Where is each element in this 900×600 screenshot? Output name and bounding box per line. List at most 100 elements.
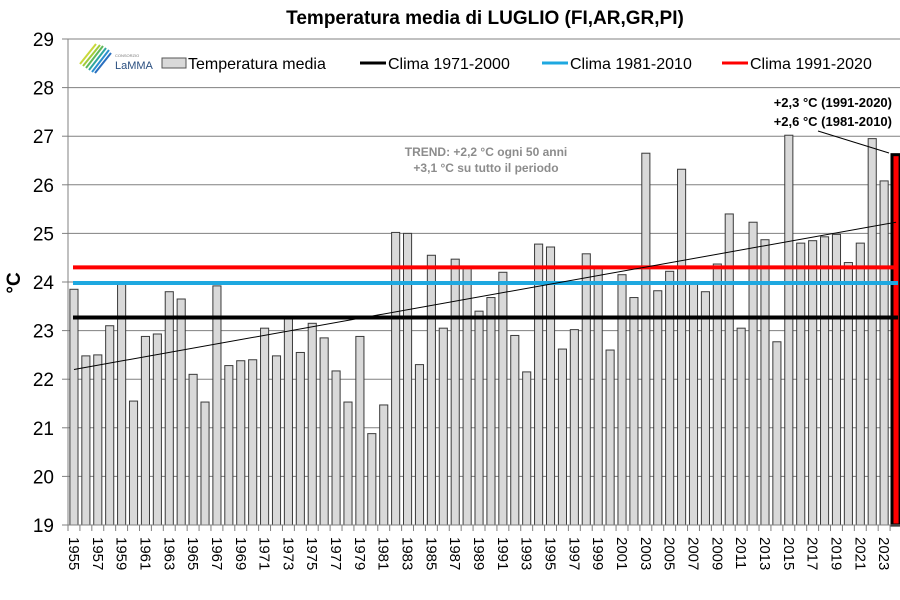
y-tick-label: 22 — [33, 370, 54, 391]
trend-line — [73, 221, 897, 370]
bar-2020 — [843, 262, 853, 526]
logo-main-text: LaMMA — [115, 60, 154, 72]
legend-label-clima-1981: Clima 1981-2010 — [570, 56, 692, 73]
x-tick-label: 1989 — [470, 537, 487, 570]
bar-1965 — [188, 373, 198, 526]
bar-1983 — [403, 232, 413, 526]
bar-1977 — [331, 370, 341, 526]
y-axis-label: °C — [4, 272, 25, 294]
x-axis-ticks: 1955 1957 1959 1961 1963 1965 1967 1969 1971 1973… — [65, 525, 892, 570]
logo-stripes-icon — [79, 43, 112, 74]
x-tick-label: 2005 — [661, 537, 678, 570]
trend-annotation-line1: TREND: +2,2 °C ogni 50 anni — [405, 145, 568, 159]
y-tick-label: 26 — [33, 176, 54, 197]
bar-1987 — [450, 258, 460, 526]
x-tick-label: 1965 — [184, 537, 201, 570]
bar-1955 — [69, 288, 79, 526]
x-tick-label: 2021 — [851, 537, 868, 570]
bar-2000 — [605, 349, 615, 526]
bar-2016 — [796, 242, 806, 526]
x-tick-label: 2023 — [875, 537, 892, 570]
bar-2022 — [867, 138, 877, 526]
y-tick-label: 19 — [33, 516, 54, 537]
y-tick-label: 29 — [33, 30, 54, 51]
x-tick-label: 1985 — [422, 537, 439, 570]
x-tick-label: 2011 — [732, 537, 749, 569]
x-tick-label: 2003 — [637, 537, 654, 570]
bar-1979 — [355, 335, 365, 526]
bar-1990 — [486, 297, 496, 526]
bar-1976 — [319, 337, 329, 526]
x-tick-label: 1961 — [136, 537, 153, 570]
x-tick-label: 1957 — [89, 537, 106, 570]
bar-2019 — [831, 233, 842, 526]
legend-label-clima-1971: Clima 1971-2000 — [388, 56, 510, 73]
x-tick-label: 1967 — [208, 537, 225, 570]
anomaly-annotation-line2: +2,6 °C (1981-2010) — [774, 114, 892, 129]
bar-1982 — [391, 231, 401, 526]
bar-1978 — [343, 401, 353, 526]
legend-label-temperatura: Temperatura media — [188, 56, 326, 73]
bar-1989 — [474, 310, 484, 526]
x-tick-label: 2013 — [756, 537, 773, 570]
bar-1993 — [522, 371, 532, 526]
bar-1960 — [128, 400, 139, 526]
bar-2008 — [700, 291, 710, 526]
x-tick-label: 2001 — [613, 537, 630, 570]
bar-1964 — [176, 298, 186, 526]
chart-title: Temperatura media di LUGLIO (FI,AR,GR,PI… — [286, 8, 684, 29]
x-tick-label: 1997 — [565, 537, 582, 570]
legend: CONSORZIO LaMMA Temperatura media Clima … — [79, 43, 872, 74]
climate-reference-lines — [73, 265, 898, 320]
bar-1963 — [164, 291, 174, 526]
bar-2002 — [629, 297, 639, 526]
bar-1996 — [557, 348, 567, 526]
bar-1969 — [236, 360, 246, 526]
y-tick-label: 20 — [33, 467, 54, 488]
anomaly-leader-line — [817, 130, 890, 154]
bar-1985 — [426, 254, 436, 526]
bar-1968 — [224, 365, 234, 526]
bar-1988 — [462, 266, 472, 526]
x-tick-label: 1983 — [399, 537, 416, 570]
anomaly-annotation-line1: +2,3 °C (1991-2020) — [774, 95, 892, 110]
bar-2005 — [665, 270, 675, 526]
bar-2003 — [641, 152, 651, 526]
x-tick-label: 1963 — [160, 537, 177, 570]
legend-swatch-temperatura — [161, 57, 187, 69]
bar-1997 — [569, 329, 579, 526]
x-tick-label: 2017 — [804, 537, 821, 570]
bar-1972 — [271, 355, 282, 526]
y-tick-label: 27 — [33, 127, 54, 148]
y-tick-label: 23 — [33, 322, 54, 343]
x-tick-label: 1979 — [351, 537, 368, 570]
lamma-logo: CONSORZIO LaMMA — [79, 43, 154, 74]
x-tick-label: 1995 — [542, 537, 559, 570]
y-tick-label: 24 — [33, 273, 55, 294]
legend-label-clima-1991: Clima 1991-2020 — [750, 56, 872, 73]
bar-1999 — [593, 266, 603, 526]
bar-1966 — [200, 401, 210, 526]
logo-small-text: CONSORZIO — [115, 53, 139, 58]
x-tick-label: 2007 — [685, 537, 702, 570]
x-tick-label: 1981 — [375, 537, 392, 570]
bar-2023 — [879, 180, 889, 526]
bar-2024 — [890, 153, 900, 527]
x-tick-label: 1959 — [113, 537, 130, 570]
bar-1970 — [248, 359, 258, 526]
bar-1962 — [152, 333, 162, 526]
bar-1967 — [212, 285, 222, 526]
x-tick-label: 1999 — [589, 537, 606, 570]
bar-1981 — [379, 404, 389, 526]
x-tick-label: 1969 — [232, 537, 249, 570]
bar-2011 — [736, 327, 746, 526]
bar-2015 — [784, 134, 794, 526]
bar-2009 — [712, 263, 722, 526]
bar-1958 — [105, 325, 115, 526]
bar-1961 — [140, 335, 150, 526]
y-tick-label: 21 — [33, 419, 54, 440]
y-axis-ticks: 19 20 21 22 23 24 25 26 27 28 29 — [33, 30, 68, 537]
bar-1959 — [117, 283, 127, 526]
x-tick-label: 1955 — [65, 537, 82, 570]
